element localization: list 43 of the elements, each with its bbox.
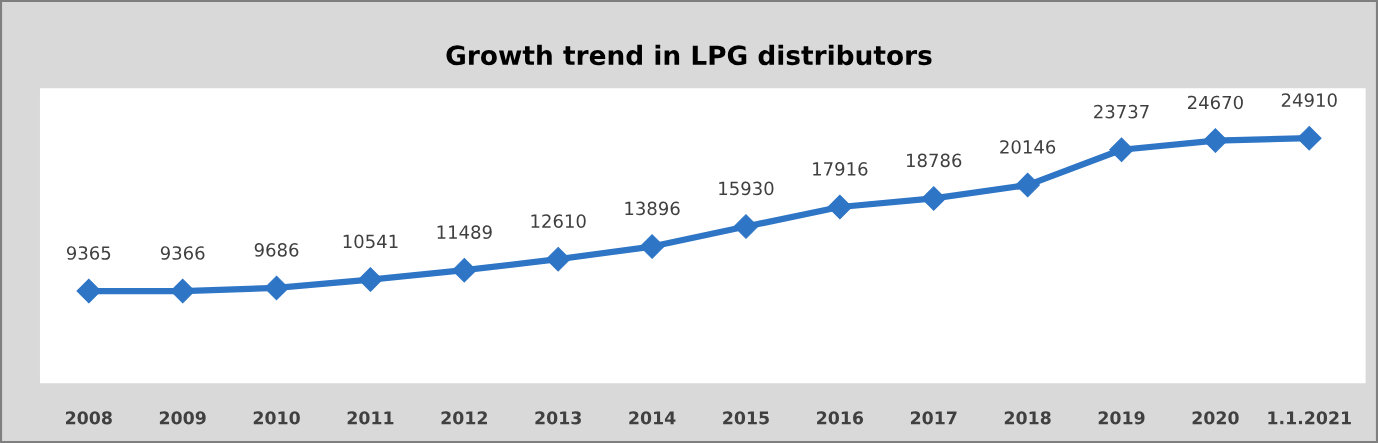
x-tick-label: 2020 (1192, 411, 1239, 425)
x-tick-label: 2012 (441, 411, 487, 425)
point (1296, 125, 1322, 151)
x-tick-label: 2015 (723, 411, 769, 425)
x-tick-label: 2011 (347, 411, 394, 425)
data-label: 12610 (531, 214, 586, 228)
point (827, 194, 853, 220)
point (1109, 137, 1134, 163)
x-tick-label: 2010 (253, 411, 300, 425)
point (452, 257, 477, 283)
data-label: 24910 (1281, 93, 1337, 107)
data-label: 15930 (719, 181, 774, 196)
x-tick-label: 2017 (910, 411, 957, 425)
x-tick-label: 2008 (66, 411, 112, 425)
point (1015, 172, 1040, 198)
point (170, 278, 195, 304)
x-tick-label: 2013 (535, 411, 581, 425)
point (733, 214, 759, 239)
point (921, 186, 947, 211)
point (545, 246, 571, 272)
point (264, 275, 289, 301)
point (1203, 128, 1228, 153)
data-label: 20146 (1000, 140, 1056, 154)
data-label: 23737 (1094, 104, 1149, 119)
data-label: 9686 (254, 243, 299, 257)
x-tick-label: 2018 (1004, 411, 1051, 425)
x-tick-label: 2014 (629, 411, 676, 425)
point (358, 267, 383, 292)
data-label: 9366 (160, 246, 205, 260)
x-tick-label: 2009 (159, 411, 206, 425)
data-label: 24670 (1187, 95, 1243, 110)
x-tick-label: 1.1.2021 (1268, 411, 1351, 425)
chart-title: Growth trend in LPG distributors (446, 44, 932, 66)
point (639, 234, 665, 259)
x-tick-label: 2016 (817, 411, 864, 425)
data-label: 9365 (66, 246, 111, 260)
data-label: 13896 (625, 201, 680, 216)
x-tick-label: 2019 (1098, 411, 1145, 425)
data-label: 18786 (907, 153, 962, 168)
point (76, 278, 102, 304)
data-label: 10541 (343, 234, 398, 249)
data-label: 17916 (813, 162, 868, 176)
data-label: 11489 (437, 225, 492, 239)
